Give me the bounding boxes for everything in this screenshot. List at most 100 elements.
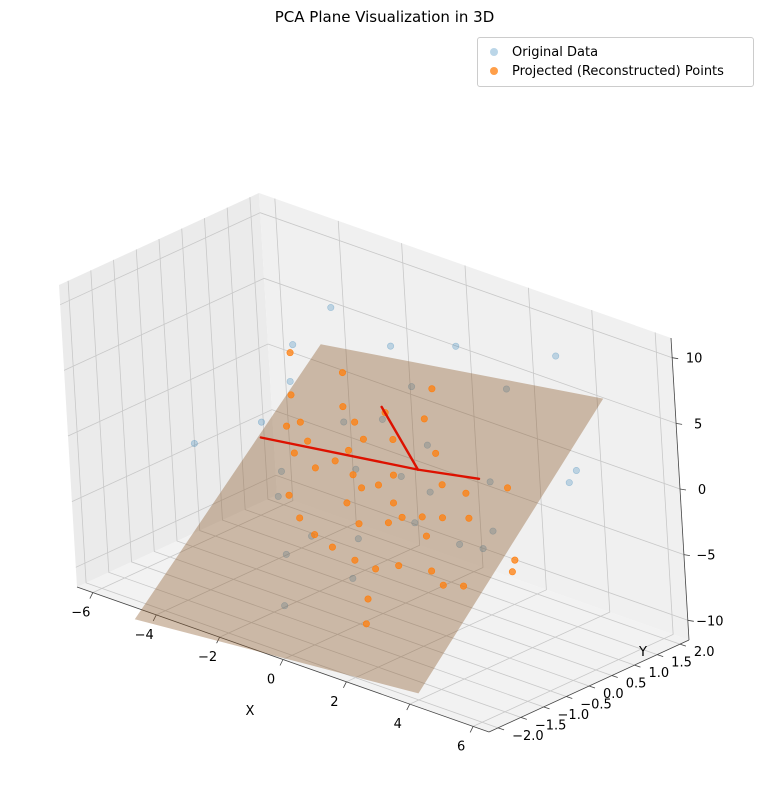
legend: Original Data Projected (Reconstructed) … [477,37,754,87]
projected-point [504,484,512,492]
x-tick-mark [152,614,157,622]
principal-axis-vector [259,436,420,471]
projected-point [364,595,372,603]
original-data-point [352,465,360,473]
projected-point [438,481,446,489]
original-data-point [190,439,198,447]
legend-marker-projected [490,67,498,75]
original-data-point [289,341,297,349]
x-grid-line [346,287,547,683]
original-data-point [565,479,573,487]
projected-point [287,391,295,399]
projected-point [395,562,403,570]
x-tick-label: 0 [267,673,275,688]
projected-point [398,513,406,521]
y-tick-mark [497,727,505,731]
projected-point [438,514,446,522]
legend-label-original: Original Data [512,44,599,60]
projected-point [372,565,380,573]
x-tick-label: 2 [330,695,338,710]
x-grid-line [282,265,484,660]
z-grid-line [75,474,688,621]
original-data-point [426,488,434,496]
projected-point [462,489,470,497]
principal-axis-vector [380,405,420,471]
y-tick-mark [520,716,527,720]
z-tick-mark [672,357,679,360]
projected-point [331,457,339,465]
projected-point [374,481,382,489]
y-tick-label: −2.0 [512,729,544,744]
y-tick-mark [679,643,687,647]
grid-lines [60,197,688,729]
x-grid-line [92,198,294,593]
legend-item-original: Original Data [486,43,598,61]
y-tick-mark [566,696,573,699]
z-grid-line [60,212,673,359]
projected-point [508,568,516,576]
original-data-point [572,466,580,474]
y-tick-label: 1.5 [671,656,692,671]
x-tick-label: −6 [71,606,90,621]
original-data-point [327,304,335,312]
projected-point [362,620,370,628]
original-data-point [408,383,416,391]
legend-label-projected: Projected (Reconstructed) Points [512,63,724,79]
axis-ticks: −6 −4 −2 0 2 4 6 −2.0−1.5−1.0−0.50.00.51.01.52.… [71,337,724,754]
y-grid-line [90,270,521,718]
projected-point [345,446,353,454]
projected-point [311,464,319,472]
projected-point [351,556,359,564]
y-axis-label: Y [638,645,647,660]
y-tick-mark [657,654,664,658]
x-grid-line [409,310,611,705]
original-data-point [452,342,460,350]
projected-point [339,403,347,411]
z-tick-label: 5 [694,417,702,432]
y-tick-mark [634,664,641,668]
z-tick-label: 10 [686,352,703,367]
projected-point [296,418,304,426]
z-tick-mark [679,488,687,491]
y-grid-line [158,238,590,687]
original-data-point [257,418,265,426]
z-tick-mark [683,554,690,557]
x-tick-mark [216,637,220,644]
original-data-point [378,415,386,423]
y-tick-label: −0.5 [580,697,612,712]
z-grid-line [67,343,681,490]
x-tick-label: 6 [457,739,465,754]
y-tick-label: 0.5 [626,677,647,692]
original-data-point [387,342,395,350]
projected-point [439,581,447,589]
original-data-point [489,527,497,535]
projected-point [304,437,312,445]
original-data-point [274,492,282,500]
y-grid-line [113,259,544,708]
y-grid-line [181,228,612,676]
y-grid-line [67,280,499,729]
y-grid-line [135,249,567,697]
original-data-point [349,574,357,582]
projected-point [432,449,440,457]
projected-point [389,471,397,479]
projected-point [296,514,304,522]
original-data-point [486,478,494,486]
projected-point [389,499,397,507]
original-data-point [423,441,431,449]
x-grid-line [472,332,674,727]
projected-point [460,582,468,590]
projected-point [465,514,473,522]
projected-point [384,519,392,527]
original-data-point [277,467,285,475]
projected-point [338,369,346,377]
original-data-point [456,540,464,548]
z-grid-line [63,277,677,424]
y-tick-label: 2.0 [694,645,715,660]
original-data-point [502,385,510,393]
z-tick-label: 0 [698,483,706,498]
projected-point [420,415,428,423]
x-tick-label: −4 [135,628,154,643]
projected-point [359,435,367,443]
projected-point [355,520,363,528]
